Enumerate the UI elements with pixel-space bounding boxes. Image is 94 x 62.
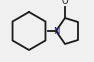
Text: O: O [62, 0, 68, 7]
Text: N: N [53, 26, 60, 36]
